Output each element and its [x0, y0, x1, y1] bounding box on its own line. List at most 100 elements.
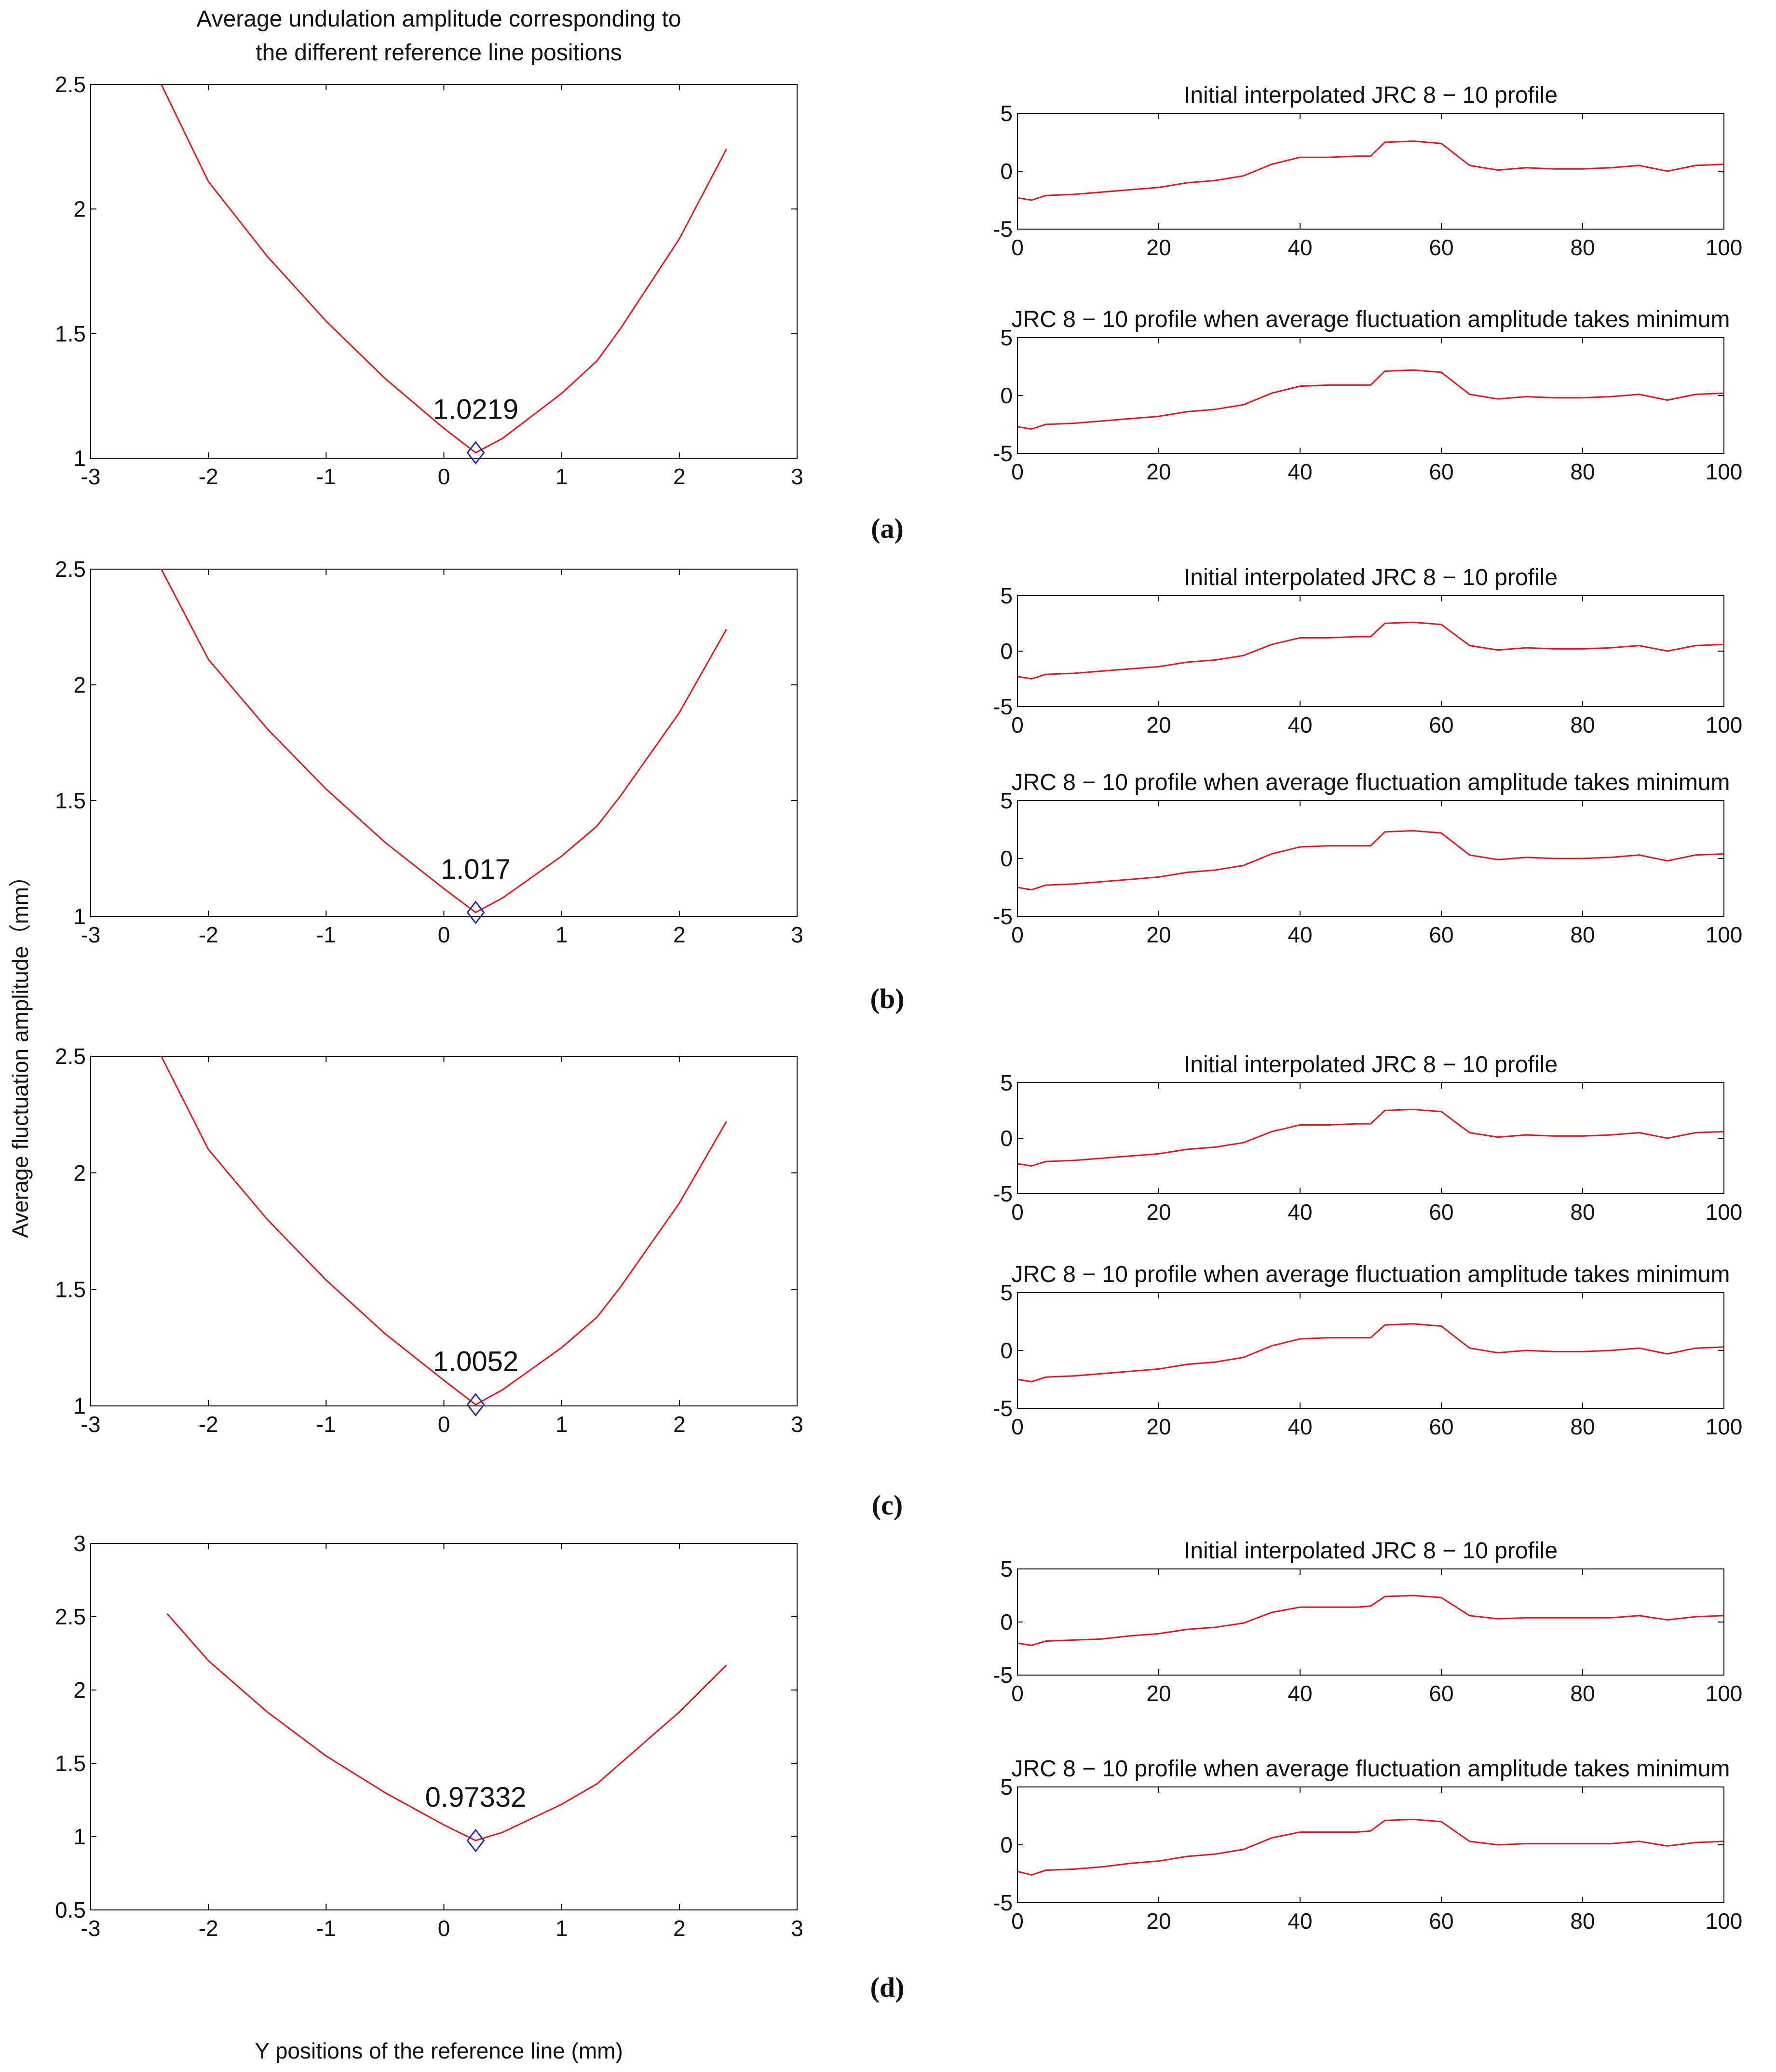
profile-chart-y-tick-label: 5	[1000, 1774, 1013, 1799]
profile-chart-y-tick-label: 5	[1000, 788, 1013, 813]
profile-chart-x-tick-label: 40	[1288, 922, 1312, 947]
panel-label: (c)	[872, 1489, 903, 1521]
profile-chart-x-tick-label: 60	[1429, 1414, 1453, 1439]
amplitude-chart-y-tick-label: 2.5	[55, 1044, 86, 1069]
profile-chart-x-tick-label: 20	[1146, 1908, 1171, 1934]
amplitude-chart-x-tick-label: 1	[556, 1916, 568, 1941]
profile-chart-x-tick-label: 40	[1288, 1200, 1312, 1225]
profile-chart-y-tick-label: -5	[993, 904, 1013, 929]
profile-chart-y-tick-label: -5	[993, 1396, 1013, 1421]
profile-chart-x-tick-label: 20	[1146, 712, 1171, 737]
amplitude-curve	[161, 569, 727, 913]
profile-chart-y-tick-label: 0	[1000, 639, 1013, 664]
profile-chart-y-tick-label: -5	[993, 441, 1013, 466]
amplitude-chart-y-tick-label: 1	[73, 446, 86, 471]
amplitude-chart-x-tick-label: -1	[316, 922, 336, 947]
amplitude-chart-x-tick-label: 2	[673, 922, 686, 947]
amplitude-chart-x-tick-label: 0	[438, 1412, 450, 1437]
profile-chart-title: JRC 8 − 10 profile when average fluctuat…	[1011, 1756, 1730, 1782]
profile-chart-y-tick-label: -5	[993, 1181, 1013, 1206]
amplitude-chart-y-tick-label: 1.5	[55, 788, 86, 813]
profile-chart-axes-frame	[1017, 1786, 1724, 1903]
amplitude-chart-x-tick-label: 1	[556, 922, 568, 947]
profile-chart-x-tick-label: 40	[1288, 712, 1312, 737]
amplitude-chart-x-tick-label: -3	[81, 922, 101, 947]
profile-chart-title: JRC 8 − 10 profile when average fluctuat…	[1011, 770, 1730, 795]
profile-chart-x-tick-label: 20	[1146, 1681, 1171, 1706]
profile-chart-x-tick-label: 80	[1570, 1908, 1595, 1934]
profile-curve	[1017, 1818, 1724, 1876]
profile-chart-x-tick-label: 100	[1706, 1908, 1743, 1934]
profile-chart-x-tick-label: 0	[1011, 1414, 1024, 1439]
minimum-value-label: 1.017	[441, 854, 511, 885]
profile-chart-x-tick-label: 100	[1706, 922, 1743, 947]
profile-chart-x-tick-label: 100	[1706, 235, 1743, 260]
profile-chart-y-tick-label: 0	[1000, 159, 1013, 184]
panel-label: (a)	[871, 513, 904, 544]
profile-curve	[1017, 621, 1724, 680]
profile-chart-x-tick-label: 20	[1146, 459, 1171, 484]
amplitude-chart-y-tick-label: 1.5	[55, 1277, 86, 1302]
profile-chart-x-tick-label: 80	[1570, 1200, 1595, 1225]
profile-chart-x-tick-label: 40	[1288, 459, 1312, 484]
amplitude-chart-x-tick-label: 1	[556, 1412, 568, 1437]
profile-chart-x-tick-label: 0	[1011, 1681, 1024, 1706]
amplitude-chart-y-tick-label: 2	[73, 672, 86, 697]
profile-curve	[1017, 140, 1724, 201]
profile-chart-x-tick-label: 0	[1011, 235, 1024, 260]
profile-chart-x-tick-label: 20	[1146, 235, 1171, 260]
chart-row-4: -3 -2 -1 0 1 2 3 0.5 1 1.5 2 2.5 3 0.97332 0 20 40 60 80 10…	[55, 1531, 1742, 2003]
amplitude-curve	[166, 1613, 727, 1841]
profile-chart-y-tick-label: 0	[1000, 1832, 1013, 1857]
profile-chart-y-tick-label: -5	[993, 1890, 1013, 1915]
profile-chart-title: JRC 8 − 10 profile when average fluctuat…	[1011, 307, 1730, 332]
panel-label: (d)	[870, 1972, 905, 2003]
profile-chart-x-tick-label: 80	[1570, 459, 1595, 484]
minimum-value-label: 0.97332	[425, 1782, 527, 1813]
profile-chart-x-tick-label: 60	[1429, 712, 1453, 737]
amplitude-chart-y-tick-label: 1.5	[55, 321, 86, 346]
profile-chart-x-tick-label: 100	[1706, 712, 1743, 737]
profile-chart-x-tick-label: 80	[1570, 712, 1595, 737]
profile-chart-x-tick-label: 100	[1706, 1681, 1743, 1706]
profile-chart-x-tick-label: 60	[1429, 1908, 1453, 1934]
profile-chart-x-tick-label: 80	[1570, 235, 1595, 260]
profile-chart-y-tick-label: 5	[1000, 325, 1013, 350]
left-chart-title-line1: Average undulation amplitude correspondi…	[196, 6, 681, 32]
profile-chart-y-tick-label: 0	[1000, 383, 1013, 408]
profile-chart-x-tick-label: 80	[1570, 1414, 1595, 1439]
profile-chart-x-tick-label: 60	[1429, 235, 1453, 260]
profile-chart-axes-frame	[1017, 800, 1724, 917]
profile-chart-x-tick-label: 40	[1288, 1414, 1312, 1439]
amplitude-chart-y-tick-label: 1	[73, 1393, 86, 1418]
amplitude-chart-x-tick-label: -2	[199, 1916, 218, 1941]
amplitude-chart-y-tick-label: 2	[73, 1677, 86, 1703]
profile-chart-y-tick-label: 5	[1000, 1280, 1013, 1305]
profile-chart-axes-frame	[1017, 595, 1724, 707]
minimum-value-label: 1.0219	[433, 394, 518, 425]
amplitude-chart-x-tick-label: -2	[199, 922, 218, 947]
amplitude-chart-y-tick-label: 2	[73, 1160, 86, 1186]
amplitude-chart-y-tick-label: 2.5	[55, 72, 86, 97]
amplitude-curve	[161, 84, 727, 454]
amplitude-chart-x-tick-label: 1	[556, 464, 568, 489]
amplitude-chart-y-tick-label: 2.5	[55, 1604, 86, 1629]
profile-chart-y-tick-label: -5	[993, 694, 1013, 719]
profile-chart-title: Initial interpolated JRC 8 − 10 profile	[1184, 1538, 1558, 1564]
amplitude-chart-y-tick-label: 1.5	[55, 1751, 86, 1776]
amplitude-chart-x-tick-label: 2	[673, 464, 686, 489]
profile-curve	[1017, 830, 1724, 891]
amplitude-chart-x-tick-label: -2	[199, 1412, 218, 1437]
profile-chart-y-tick-label: 5	[1000, 1070, 1013, 1095]
amplitude-chart-x-tick-label: 3	[791, 922, 803, 947]
profile-chart-title: Initial interpolated JRC 8 − 10 profile	[1184, 82, 1558, 108]
minimum-marker	[466, 441, 485, 465]
amplitude-chart-x-tick-label: 3	[791, 464, 803, 489]
amplitude-curve	[161, 1056, 727, 1406]
profile-chart-x-tick-label: 20	[1146, 1414, 1171, 1439]
amplitude-chart-x-tick-label: -1	[316, 1412, 336, 1437]
amplitude-chart-x-tick-label: -1	[316, 1916, 336, 1941]
